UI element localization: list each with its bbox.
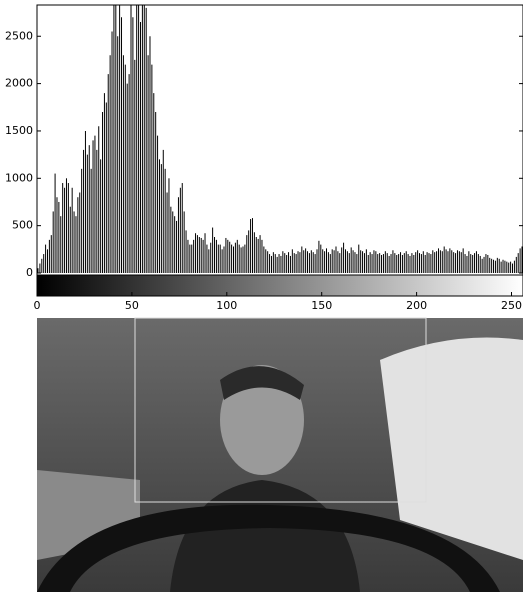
x-tick-label: 150 — [311, 299, 332, 312]
y-tick-label: 1500 — [5, 124, 33, 137]
screenshot: 0 500 1000 1500 2000 2500 0 50 100 150 200 250 — [0, 0, 523, 592]
x-tick-label: 200 — [406, 299, 427, 312]
histogram: 0 500 1000 1500 2000 2500 0 50 100 150 200 250 — [5, 5, 523, 312]
colorbar — [37, 275, 523, 296]
x-tick-label: 250 — [501, 299, 522, 312]
y-tick-label: 2000 — [5, 77, 33, 90]
x-tick-label: 100 — [216, 299, 237, 312]
x-tick-label: 0 — [34, 299, 41, 312]
y-tick-label: 500 — [12, 219, 33, 232]
camera-image — [37, 318, 523, 592]
x-tick-label: 50 — [125, 299, 139, 312]
y-tick-label: 0 — [26, 266, 33, 279]
y-tick-label: 2500 — [5, 29, 33, 42]
y-tick-label: 1000 — [5, 171, 33, 184]
